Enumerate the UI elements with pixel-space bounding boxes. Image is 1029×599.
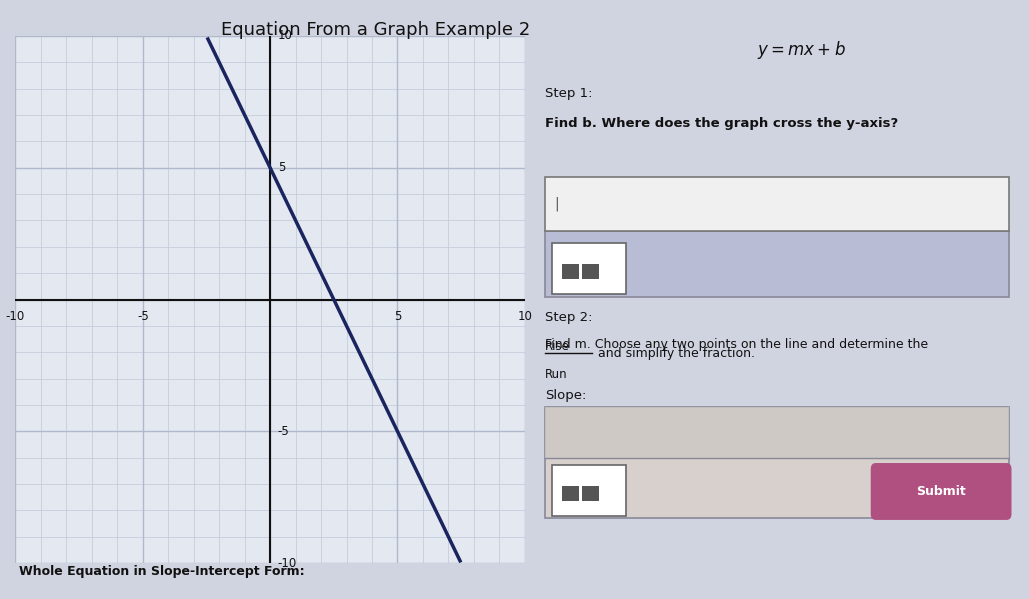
Text: Submit: Submit xyxy=(917,485,966,498)
Text: 10: 10 xyxy=(278,29,292,43)
Text: 10: 10 xyxy=(518,310,532,323)
Text: -5: -5 xyxy=(278,425,289,438)
Bar xyxy=(562,264,579,279)
FancyBboxPatch shape xyxy=(544,407,1009,518)
Bar xyxy=(581,264,599,279)
Bar xyxy=(581,486,599,501)
Text: 5: 5 xyxy=(278,161,285,174)
Bar xyxy=(562,486,579,501)
Text: and simplify the fraction.: and simplify the fraction. xyxy=(594,347,755,360)
Text: Step 1:: Step 1: xyxy=(544,87,593,100)
FancyBboxPatch shape xyxy=(553,243,627,294)
Text: Slope:: Slope: xyxy=(544,389,587,403)
Text: -5: -5 xyxy=(137,310,148,323)
Text: Step 2:: Step 2: xyxy=(544,311,593,325)
FancyBboxPatch shape xyxy=(553,465,627,516)
Text: 5: 5 xyxy=(394,310,401,323)
Text: $y = mx + b$: $y = mx + b$ xyxy=(757,39,846,61)
Text: Equation From a Graph Example 2: Equation From a Graph Example 2 xyxy=(221,21,530,39)
Text: Find m. Choose any two points on the line and determine the: Find m. Choose any two points on the lin… xyxy=(544,338,928,352)
Text: Whole Equation in Slope-Intercept Form:: Whole Equation in Slope-Intercept Form: xyxy=(19,565,305,578)
Text: Rise: Rise xyxy=(544,340,570,353)
FancyBboxPatch shape xyxy=(544,407,1009,458)
Text: Run: Run xyxy=(544,368,567,382)
Text: -10: -10 xyxy=(278,556,297,570)
Text: |: | xyxy=(555,196,559,211)
FancyBboxPatch shape xyxy=(544,231,1009,297)
FancyBboxPatch shape xyxy=(544,177,1009,231)
Text: -10: -10 xyxy=(6,310,25,323)
Text: Find b. Where does the graph cross the y-axis?: Find b. Where does the graph cross the y… xyxy=(544,117,898,130)
FancyBboxPatch shape xyxy=(871,463,1012,520)
